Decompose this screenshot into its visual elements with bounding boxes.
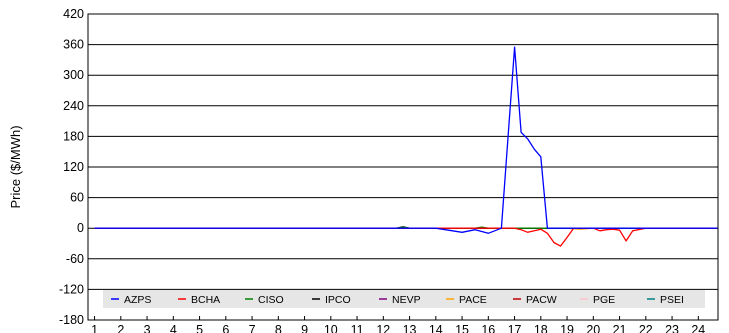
y-tick-labels: 420 360 300 240 180 120 60 0 -60 -120 -180 — [59, 7, 84, 327]
y-tick-label-9: -120 — [59, 282, 84, 296]
x-tick-labels: 1 2 3 4 5 6 7 8 9 10 11 12 13 14 15 16 17 18 19 20 21 22 23 24 — [91, 316, 705, 333]
x-tick-label-1: 2 — [117, 323, 124, 333]
y-tick-label-7: 0 — [77, 221, 84, 235]
plot-frame — [87, 13, 719, 321]
x-tick-label-16: 17 — [508, 323, 522, 333]
series-line-azps — [94, 46, 718, 234]
x-tick-label-6: 7 — [249, 323, 256, 333]
y-tick-label-5: 120 — [63, 160, 84, 174]
x-tick-label-11: 12 — [376, 323, 390, 333]
x-tick-label-14: 15 — [455, 323, 469, 333]
y-tick-label-0: 420 — [63, 7, 84, 21]
x-tick-label-8: 9 — [301, 323, 308, 333]
legend-label-ipco: IPCO — [325, 294, 351, 306]
x-tick-label-7: 8 — [275, 323, 282, 333]
x-tick-label-19: 20 — [586, 323, 600, 333]
legend-label-pge: PGE — [593, 294, 615, 306]
x-tick-label-4: 5 — [196, 323, 203, 333]
legend-label-nevp: NEVP — [392, 294, 421, 306]
y-axis-label: Price ($/MWh) — [8, 125, 23, 208]
x-tick-label-9: 10 — [324, 323, 338, 333]
y-tick-label-10: -180 — [59, 313, 84, 327]
legend-label-psei: PSEI — [660, 294, 684, 306]
series-line-bcha — [94, 227, 718, 247]
x-tick-label-17: 18 — [534, 323, 548, 333]
x-tick-label-2: 3 — [144, 323, 151, 333]
x-tick-label-12: 13 — [403, 323, 417, 333]
y-tick-label-4: 180 — [63, 129, 84, 143]
x-tick-label-22: 23 — [665, 323, 679, 333]
legend-label-pacw: PACW — [526, 294, 557, 306]
legend-box — [103, 290, 705, 308]
legend-label-bcha: BCHA — [191, 294, 220, 306]
x-tick-label-0: 1 — [91, 323, 98, 333]
x-tick-label-15: 16 — [481, 323, 495, 333]
x-tick-label-18: 19 — [560, 323, 574, 333]
y-tick-label-8: -60 — [66, 252, 84, 266]
legend: AZPS BCHA CISO IPCO NEVP PACE PACW PGE PSEI — [103, 290, 705, 308]
grid-lines — [88, 44, 718, 290]
x-tick-label-13: 14 — [429, 323, 443, 333]
legend-label-pace: PACE — [459, 294, 487, 306]
x-tick-label-21: 22 — [639, 323, 653, 333]
legend-label-azps: AZPS — [124, 294, 151, 306]
x-tick-label-20: 21 — [613, 323, 627, 333]
y-tick-label-3: 240 — [63, 99, 84, 113]
x-tick-label-5: 6 — [222, 323, 229, 333]
y-tick-label-6: 60 — [70, 191, 84, 205]
y-tick-label-1: 360 — [63, 38, 84, 52]
x-tick-label-10: 11 — [351, 323, 364, 333]
x-tick-label-23: 24 — [691, 323, 705, 333]
series-lines — [94, 46, 718, 247]
y-tick-label-2: 300 — [63, 68, 84, 82]
legend-label-ciso: CISO — [258, 294, 284, 306]
x-tick-label-3: 4 — [170, 323, 177, 333]
